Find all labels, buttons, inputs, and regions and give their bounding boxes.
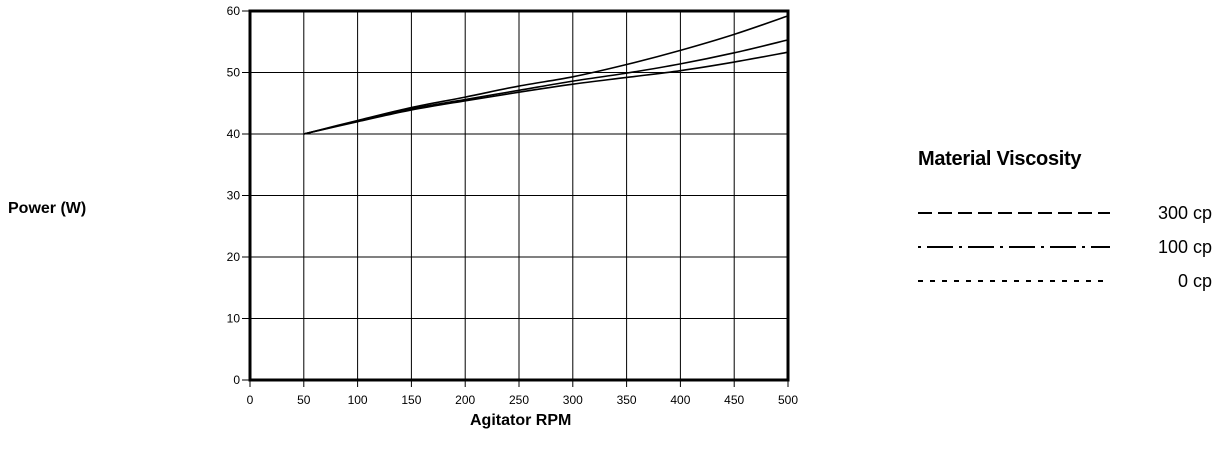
legend-swatches (918, 212, 1110, 282)
series-line-2 (303, 51, 789, 135)
y-axis-ticks: 0 10 20 30 40 50 60 (227, 4, 250, 387)
y-tick-label: 40 (227, 127, 241, 141)
y-tick-label: 30 (227, 189, 241, 203)
y-axis-label: Power (W) (8, 200, 87, 217)
x-tick-label: 200 (455, 393, 475, 407)
x-tick-label: 100 (348, 393, 368, 407)
x-axis-label: Agitator RPM (470, 412, 572, 429)
x-tick-label: 250 (509, 393, 529, 407)
x-tick-label: 400 (670, 393, 690, 407)
x-tick-label: 350 (617, 393, 637, 407)
legend-label-100cp: 100 cp (1157, 237, 1212, 257)
x-tick-label: 150 (401, 393, 421, 407)
x-tick-label: 300 (563, 393, 583, 407)
y-tick-label: 0 (233, 373, 240, 387)
x-tick-label: 0 (247, 393, 254, 407)
y-tick-label: 10 (227, 312, 241, 326)
y-tick-label: 60 (227, 4, 241, 18)
legend-title: Material Viscosity (918, 148, 1082, 170)
series-line-1 (303, 39, 789, 135)
legend-label-0cp: 0 cp (1177, 271, 1212, 291)
x-tick-label: 50 (297, 393, 311, 407)
x-tick-label: 500 (778, 393, 798, 407)
legend-label-300cp: 300 cp (1157, 203, 1212, 223)
series-line-0 (303, 15, 789, 135)
series-lines (303, 15, 789, 135)
x-axis-ticks: 0 50 100 150 200 250 300 350 400 450 500 (247, 380, 798, 407)
y-tick-label: 50 (227, 66, 241, 80)
y-tick-label: 20 (227, 250, 241, 264)
x-tick-label: 450 (724, 393, 744, 407)
